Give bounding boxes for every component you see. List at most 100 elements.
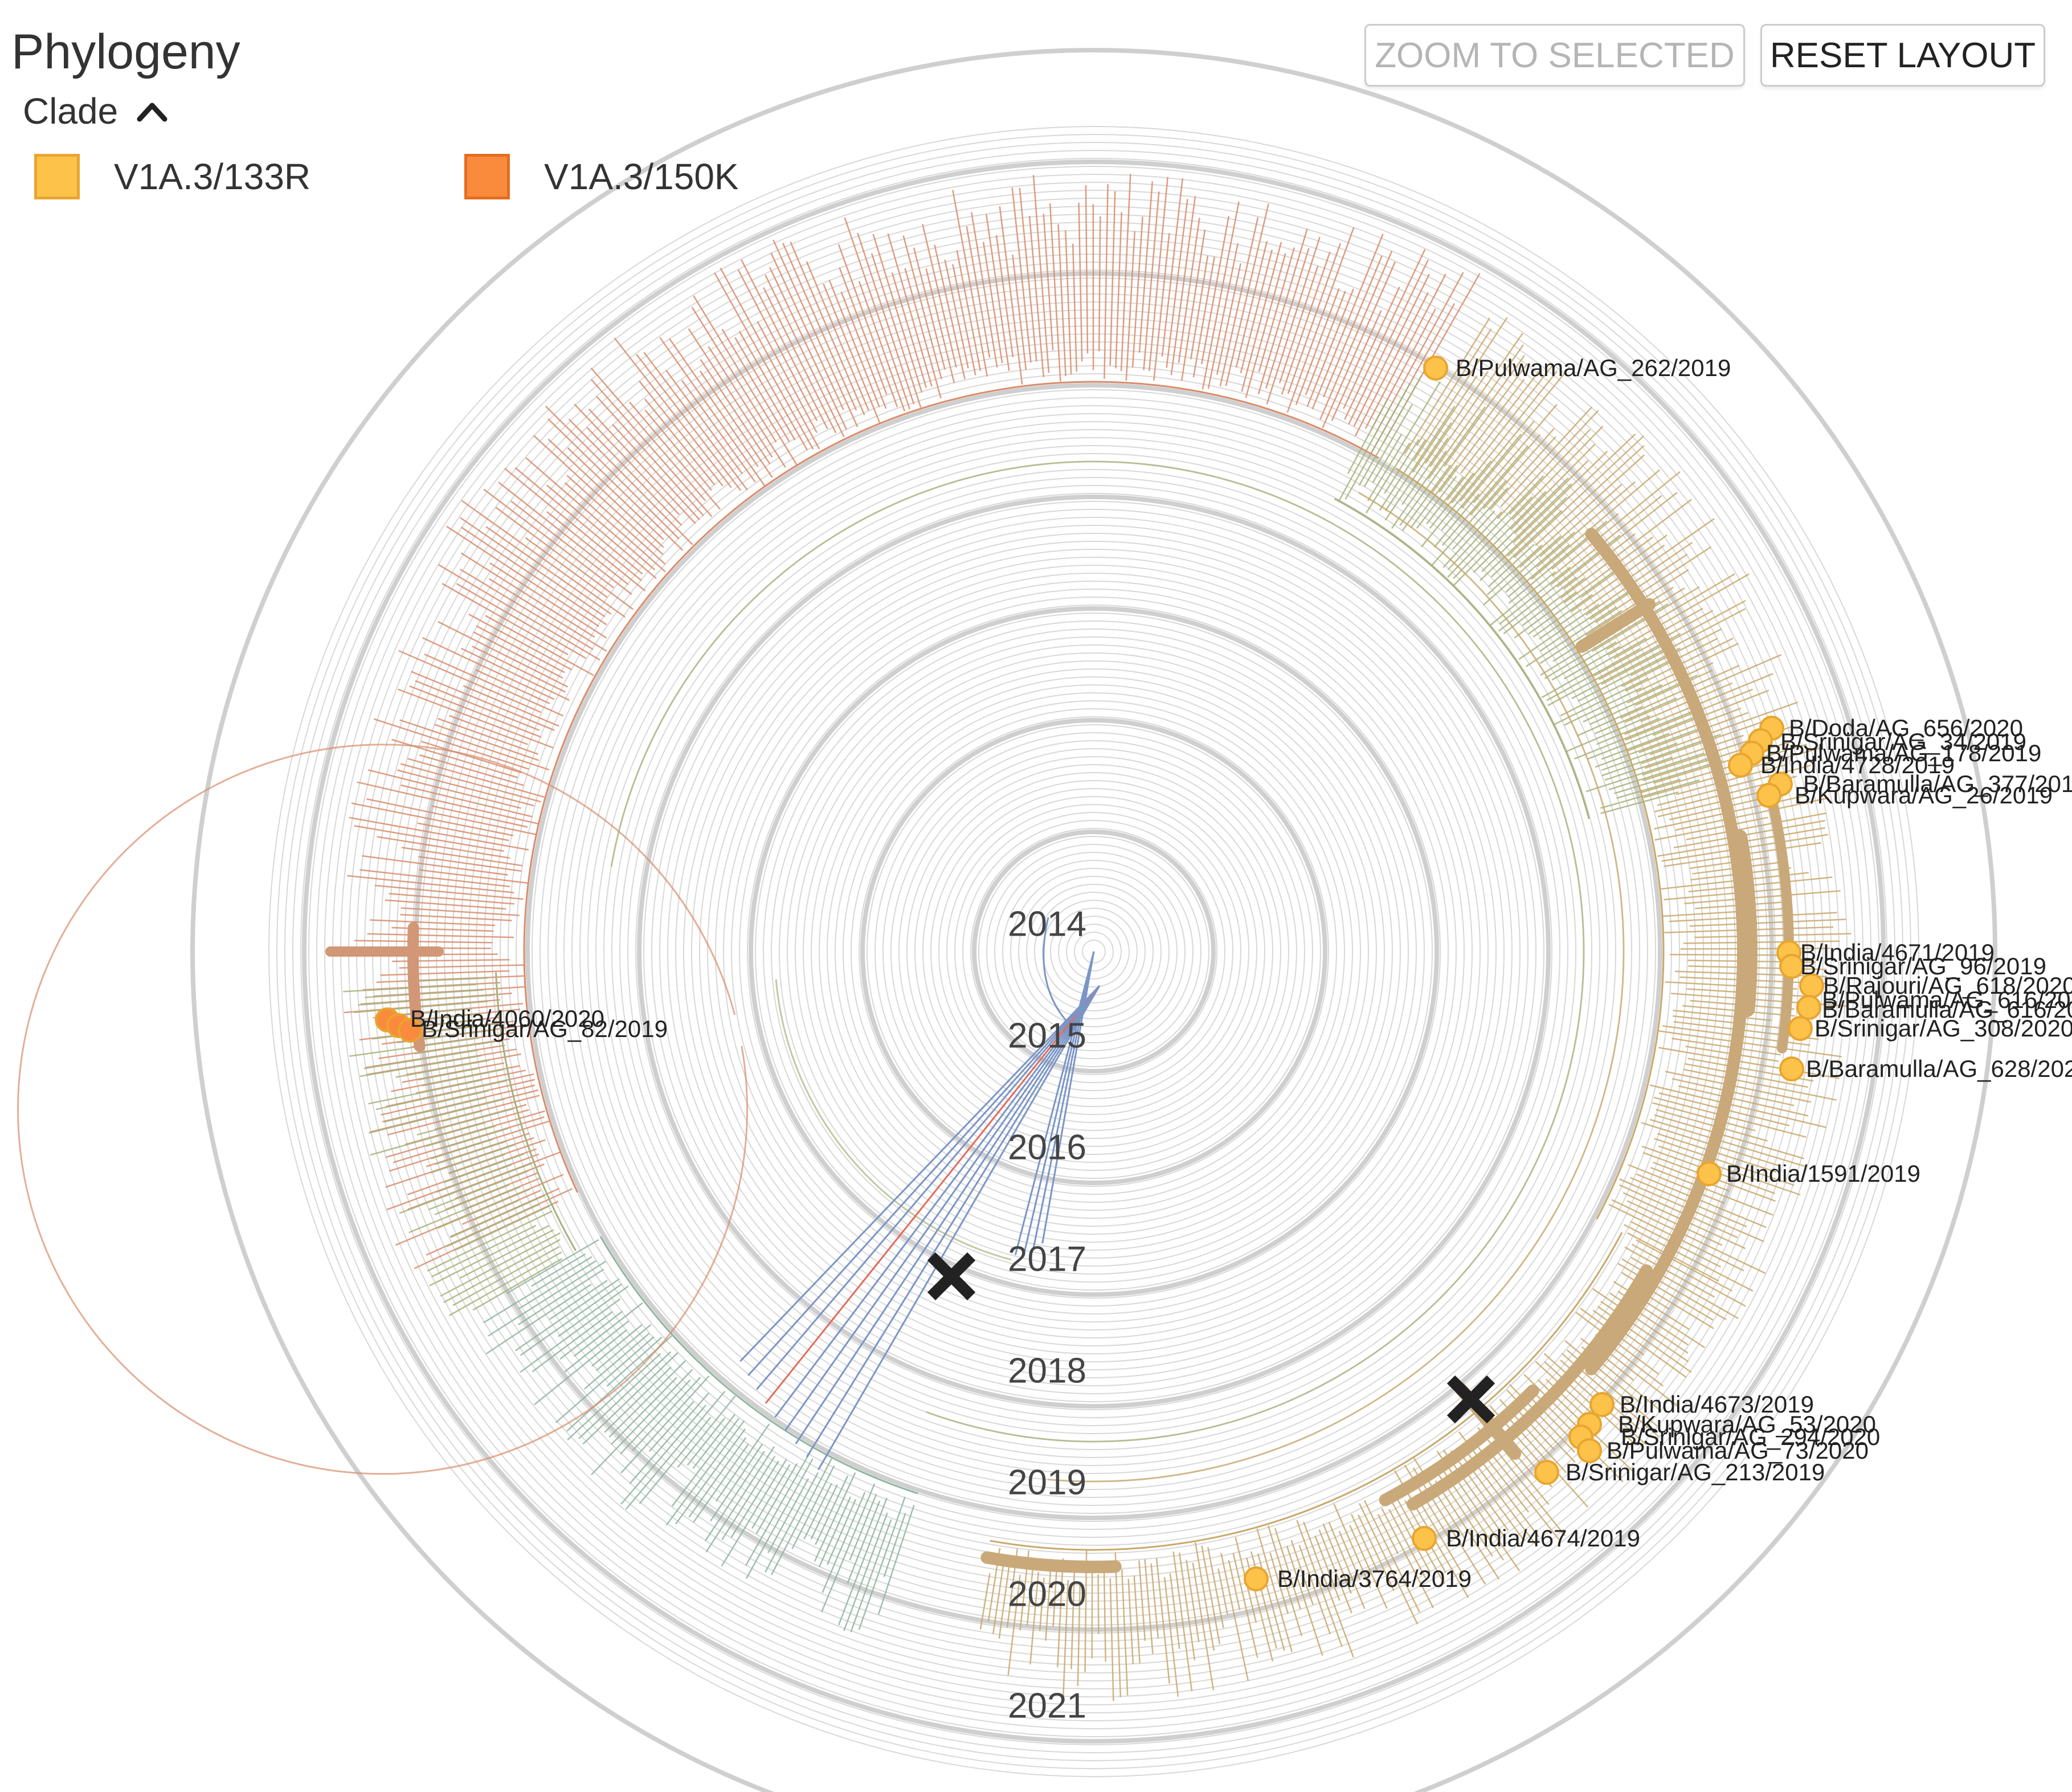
branch[interactable]: [688, 328, 773, 458]
branch[interactable]: [1019, 187, 1037, 362]
branch[interactable]: [887, 233, 933, 387]
branch[interactable]: [1178, 1552, 1196, 1661]
branch[interactable]: [765, 274, 845, 438]
branch[interactable]: [596, 395, 704, 516]
branch[interactable]: [1686, 812, 1826, 840]
branch[interactable]: [431, 1224, 537, 1277]
branch[interactable]: [566, 475, 666, 565]
branch[interactable]: [1564, 687, 1642, 726]
branch[interactable]: [514, 467, 643, 575]
branch[interactable]: [400, 763, 541, 803]
branch[interactable]: [1350, 1514, 1379, 1573]
branch[interactable]: [375, 1080, 507, 1111]
branch[interactable]: [1625, 688, 1753, 741]
branch[interactable]: [1675, 797, 1829, 831]
branch[interactable]: [518, 1260, 596, 1310]
branch[interactable]: [1032, 175, 1050, 373]
branch[interactable]: [1500, 406, 1593, 508]
branch[interactable]: [1587, 714, 1701, 760]
tip-marker[interactable]: [1728, 753, 1753, 778]
backbone-arc[interactable]: [1047, 492, 1625, 1483]
branch[interactable]: [1649, 1084, 1826, 1128]
branch[interactable]: [434, 1184, 510, 1215]
branch[interactable]: [506, 1239, 599, 1294]
branch[interactable]: [1347, 399, 1388, 474]
branch[interactable]: [1391, 450, 1447, 529]
branch[interactable]: [391, 926, 494, 932]
branch[interactable]: [979, 1573, 991, 1630]
branch[interactable]: [1228, 1560, 1241, 1611]
branch[interactable]: [767, 1478, 810, 1553]
branch[interactable]: [1694, 933, 1852, 938]
branch[interactable]: [1435, 1480, 1500, 1580]
branch[interactable]: [558, 1285, 629, 1337]
branch[interactable]: [1103, 1562, 1106, 1662]
branch[interactable]: [871, 253, 922, 408]
branch[interactable]: [738, 330, 808, 451]
branch[interactable]: [399, 719, 550, 771]
branch[interactable]: [1241, 242, 1282, 392]
branch[interactable]: [675, 1428, 746, 1525]
branch[interactable]: [1628, 1164, 1725, 1204]
branch[interactable]: [567, 1353, 661, 1440]
branch[interactable]: [385, 899, 506, 910]
tip-label[interactable]: B/India/3764/2019: [1277, 1565, 1472, 1592]
branch[interactable]: [858, 280, 906, 412]
branch[interactable]: [1207, 243, 1239, 389]
branch[interactable]: [858, 1496, 906, 1630]
branch[interactable]: [1295, 288, 1340, 406]
branch[interactable]: [1441, 434, 1522, 531]
tip-label[interactable]: B/Srinigar/AG_308/2020: [1814, 1015, 2072, 1042]
branch[interactable]: [1595, 725, 1707, 768]
branch[interactable]: [883, 1513, 906, 1577]
tip-marker[interactable]: [1788, 1016, 1813, 1041]
tip-marker[interactable]: [1577, 1438, 1602, 1463]
branch[interactable]: [1550, 495, 1662, 586]
branch[interactable]: [810, 1484, 838, 1540]
tip-label[interactable]: B/India/4060/2020: [410, 1005, 604, 1032]
branch[interactable]: [1461, 421, 1535, 509]
branch[interactable]: [1425, 371, 1489, 464]
branch[interactable]: [1539, 585, 1638, 652]
branch[interactable]: [1049, 203, 1061, 382]
branch[interactable]: [902, 235, 942, 379]
branch[interactable]: [437, 717, 539, 755]
branch[interactable]: [1217, 1568, 1228, 1615]
tip-label[interactable]: B/India/4671/2019: [1800, 939, 1995, 966]
branch[interactable]: [952, 190, 988, 377]
branch[interactable]: [1485, 1447, 1560, 1540]
branch[interactable]: [1490, 436, 1556, 511]
tip-label[interactable]: B/Kupwara/AG_26/2019: [1795, 782, 2053, 809]
branch[interactable]: [1453, 491, 1547, 586]
branch[interactable]: [837, 244, 898, 407]
branch[interactable]: [1007, 1574, 1021, 1676]
tip-label[interactable]: B/Baramulla/AG_616/2020: [1822, 996, 2072, 1023]
branch[interactable]: [1078, 202, 1083, 362]
branch[interactable]: [1503, 576, 1577, 635]
branch[interactable]: [1190, 255, 1209, 360]
zoom-to-selected-button[interactable]: ZOOM TO SELECTED: [1364, 24, 1745, 87]
tip-marker[interactable]: [1244, 1566, 1269, 1591]
branch[interactable]: [790, 241, 865, 415]
branch[interactable]: [952, 264, 976, 375]
branch[interactable]: [705, 1446, 775, 1553]
branch[interactable]: [904, 268, 942, 399]
branch[interactable]: [446, 525, 599, 627]
clade-arc[interactable]: [495, 972, 577, 1251]
branch[interactable]: [708, 346, 786, 468]
branch[interactable]: [424, 653, 564, 717]
branch[interactable]: [1133, 1575, 1141, 1664]
branch[interactable]: [770, 1458, 833, 1575]
branch[interactable]: [1627, 707, 1742, 752]
branch[interactable]: [644, 409, 713, 491]
branch[interactable]: [982, 242, 1003, 364]
branch[interactable]: [533, 435, 664, 556]
branch[interactable]: [1401, 438, 1449, 505]
branch[interactable]: [1636, 643, 1739, 693]
branch[interactable]: [1613, 760, 1722, 794]
branch[interactable]: [1514, 591, 1578, 639]
branch[interactable]: [1043, 213, 1054, 350]
branch[interactable]: [1640, 682, 1733, 722]
clade-arc[interactable]: [599, 1236, 918, 1495]
branch[interactable]: [586, 427, 683, 526]
